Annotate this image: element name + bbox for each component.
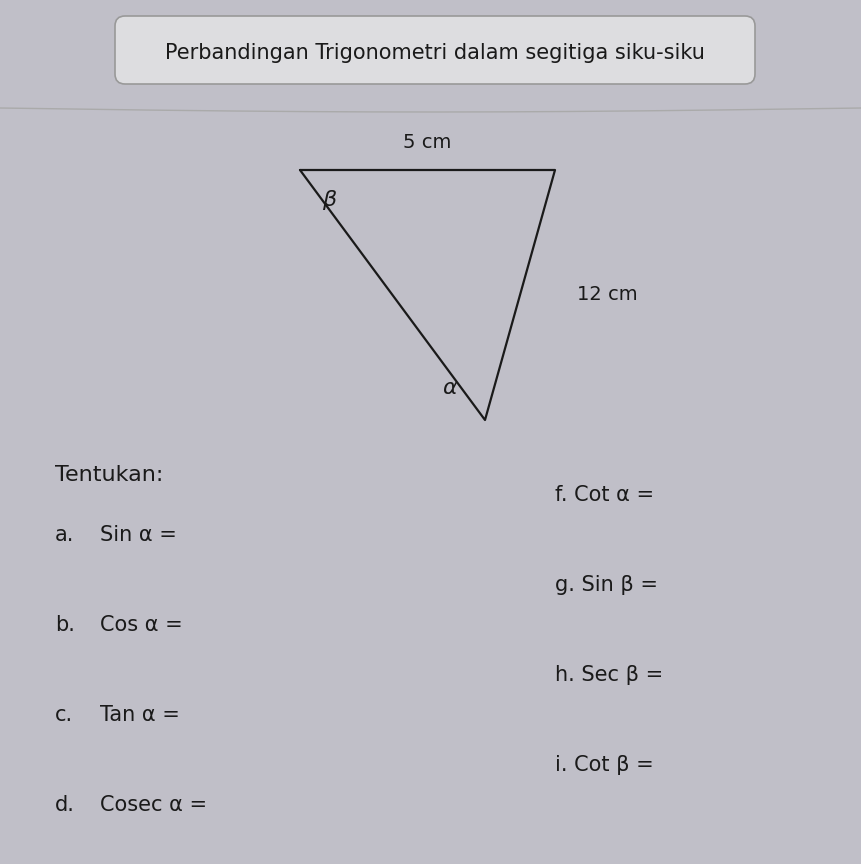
Text: α: α xyxy=(443,378,457,398)
Text: Tan α =: Tan α = xyxy=(100,705,180,725)
Text: 12 cm: 12 cm xyxy=(577,285,638,304)
Text: i. Cot β =: i. Cot β = xyxy=(555,755,653,775)
Text: Cosec α =: Cosec α = xyxy=(100,795,208,815)
Text: 5 cm: 5 cm xyxy=(403,133,452,152)
Text: a.: a. xyxy=(55,525,74,545)
Text: d.: d. xyxy=(55,795,75,815)
Text: c.: c. xyxy=(55,705,73,725)
Text: f. Cot α =: f. Cot α = xyxy=(555,485,654,505)
Text: h. Sec β =: h. Sec β = xyxy=(555,665,663,685)
Text: Tentukan:: Tentukan: xyxy=(55,465,164,485)
Text: b.: b. xyxy=(55,615,75,635)
Text: Perbandingan Trigonometri dalam segitiga siku-siku: Perbandingan Trigonometri dalam segitiga… xyxy=(165,43,705,63)
FancyBboxPatch shape xyxy=(115,16,755,84)
Text: β: β xyxy=(322,190,337,210)
Text: g. Sin β =: g. Sin β = xyxy=(555,575,658,595)
Text: Sin α =: Sin α = xyxy=(100,525,177,545)
Text: Cos α =: Cos α = xyxy=(100,615,183,635)
